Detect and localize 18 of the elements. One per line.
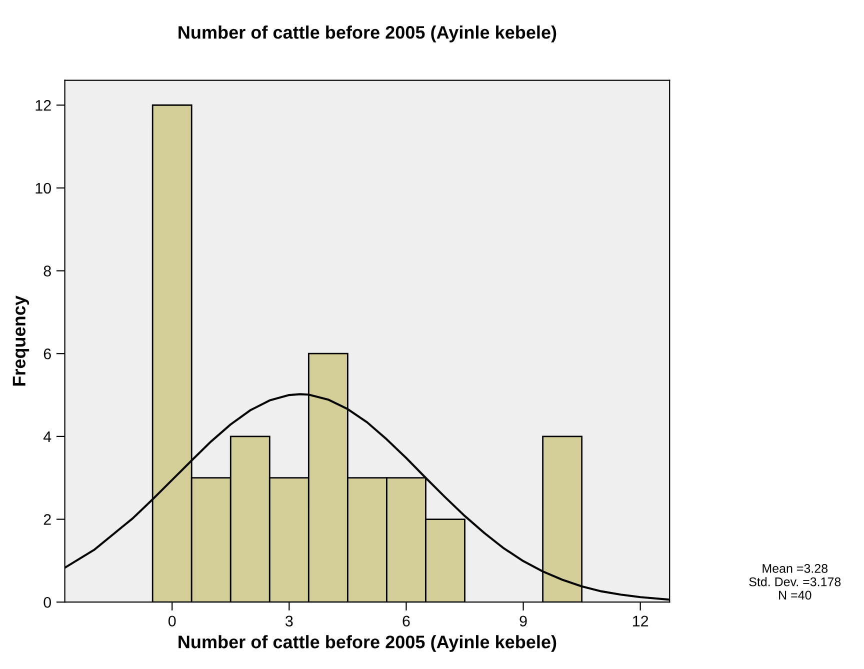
x-axis-title: Number of cattle before 2005 (Ayinle kebele) xyxy=(178,635,556,652)
y-tick-label: 6 xyxy=(44,348,51,360)
x-tick-label: 6 xyxy=(402,616,410,627)
x-tick-label: 12 xyxy=(633,616,648,626)
y-tick-label: 12 xyxy=(36,100,51,111)
x-tick-label: 9 xyxy=(520,616,527,627)
y-tick-label: 8 xyxy=(44,266,51,276)
x-tick-label: 0 xyxy=(168,616,176,627)
chart-title: Number of cattle before 2005 (Ayinle kebele) xyxy=(178,26,556,42)
y-tick-label: 10 xyxy=(36,182,52,194)
text: Std. Dev. =3.178 xyxy=(749,577,841,586)
y-axis-title: Frequency xyxy=(12,296,30,386)
y-tick-label: 0 xyxy=(44,596,52,608)
x-tick-label: 3 xyxy=(285,616,293,627)
y-tick-label: 4 xyxy=(43,431,52,442)
text: N =40 xyxy=(779,590,812,600)
text: Mean =3.28 xyxy=(762,564,828,573)
y-tick-label: 2 xyxy=(44,514,51,525)
